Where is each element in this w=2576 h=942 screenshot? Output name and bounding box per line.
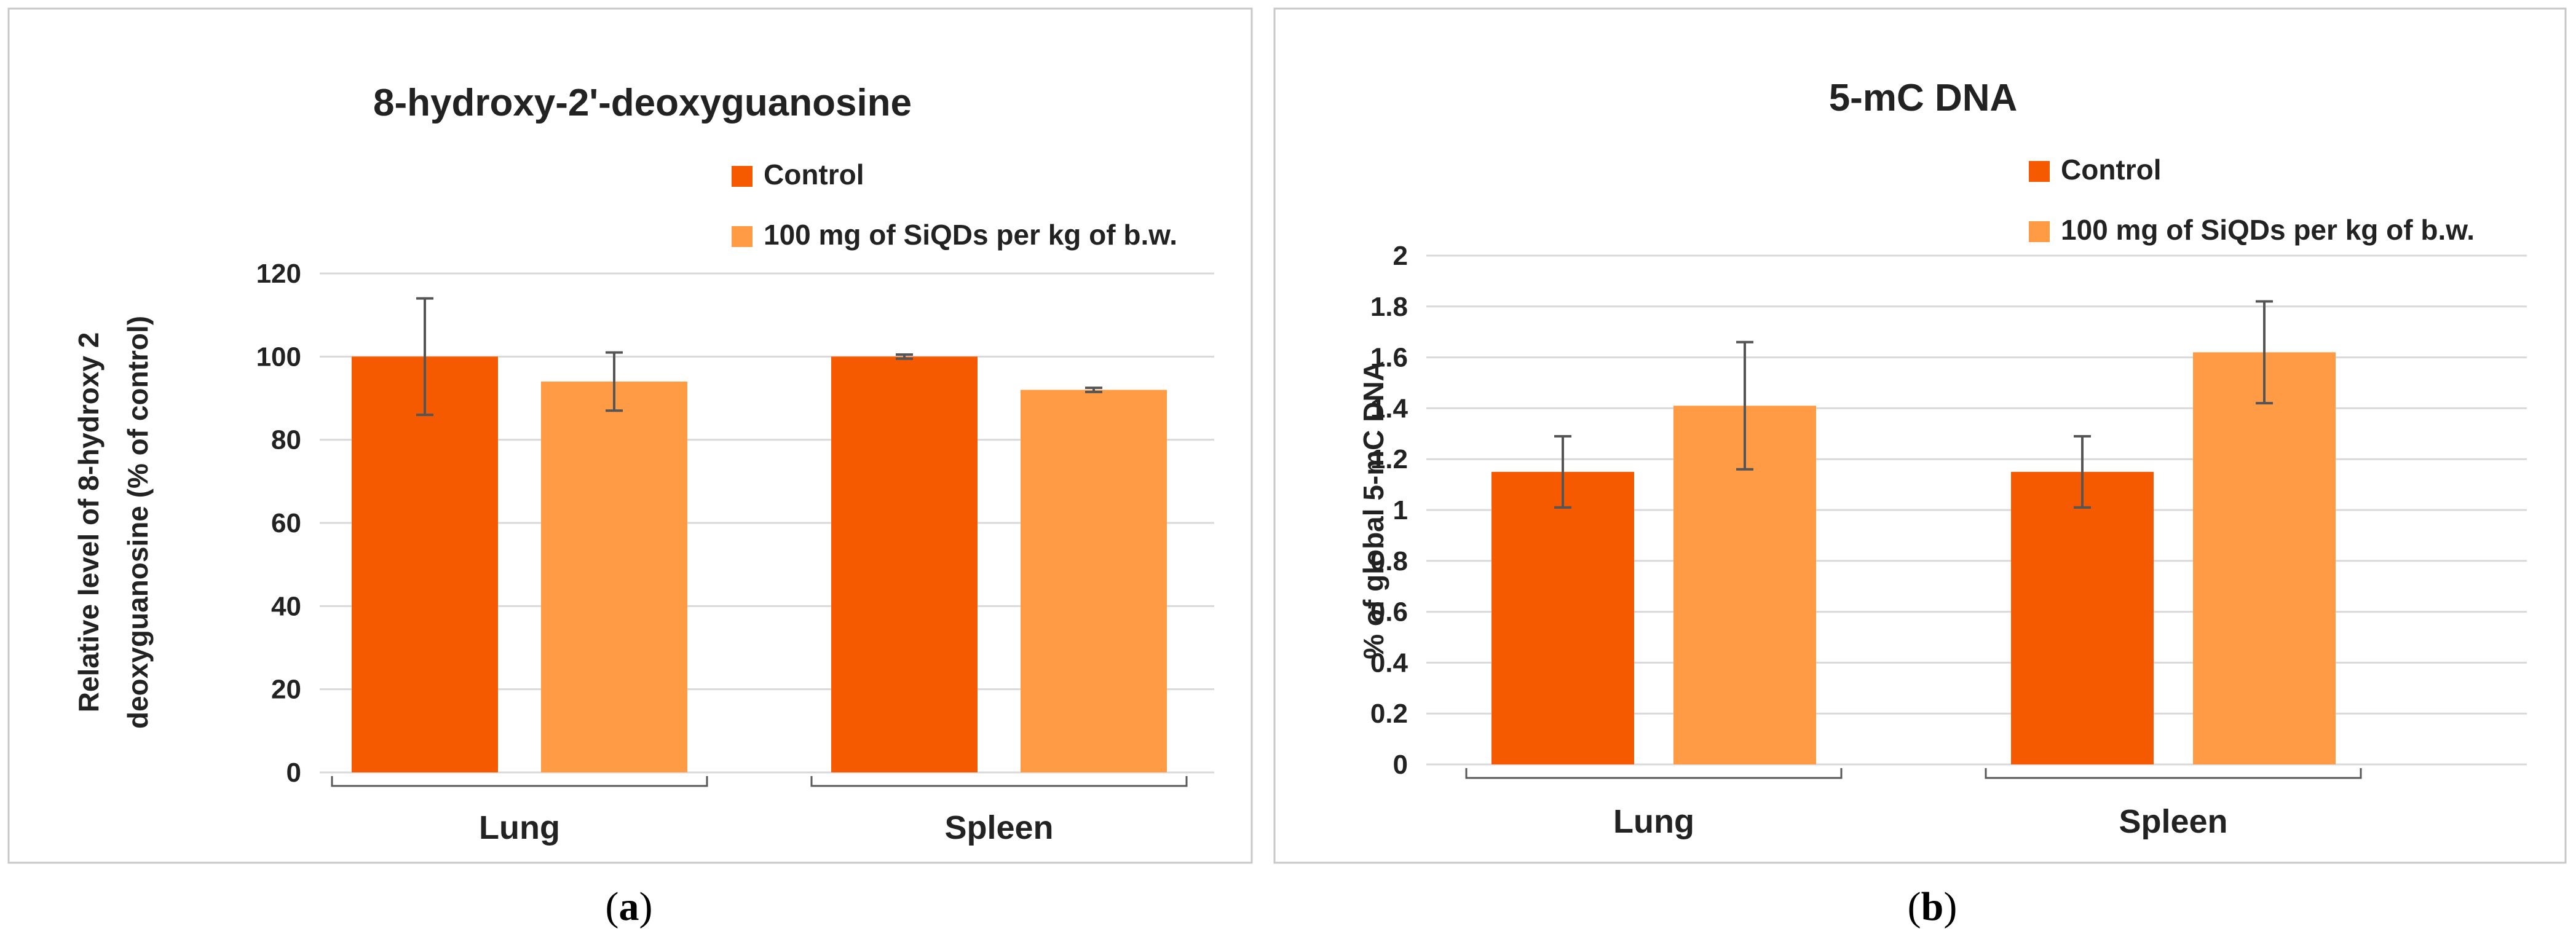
category-label: Lung [479,809,560,846]
y-tick-label: 1.4 [1370,393,1409,423]
y-tick-label: 120 [256,259,301,289]
y-tick-label: 60 [271,508,301,538]
y-tick-labels-b: 0 0.2 0.4 0.6 0.8 1 1.2 1.4 1.6 1.8 2 [1370,241,1409,780]
panel-caption-a: (a) [606,884,653,929]
y-axis-title-b: % of global 5-mC DNA [1357,361,1389,659]
bars-a [352,356,1167,772]
y-tick-label: 0.2 [1370,699,1408,729]
y-axis-title-a: Relative level of 8-hydroxy 2 deoxyguanos… [73,316,154,729]
bar-spleen-series-2 [1021,390,1167,772]
y-tick-label: 1.6 [1370,343,1408,373]
y-tick-label: 0.8 [1370,546,1408,576]
error-bars-b [1554,300,2273,509]
category-bracket [810,776,1188,787]
y-tick-label: 1.2 [1370,444,1408,474]
y-tick-label: 80 [271,425,301,455]
error-bars-a [416,297,1102,417]
chart-frame-b [1273,7,2567,864]
chart-title-a: 8-hydroxy-2'-deoxyguanosine [373,82,912,124]
y-axis-title-line-1: Relative level of 8-hydroxy 2 [73,332,105,713]
legend-swatch-1 [2029,161,2050,182]
y-axis-title-line-2: deoxyguanosine (% of control) [122,316,154,729]
category-axis-a: Lung Spleen [331,776,1188,846]
panel-caption-b: (b) [1908,884,1958,929]
y-tick-label: 0.6 [1370,597,1408,627]
y-tick-label: 1.8 [1370,292,1408,322]
y-tick-labels-a: 0 20 40 60 80 100 120 [256,259,301,788]
y-tick-label: 20 [271,675,301,705]
legend-swatch-1 [732,166,753,187]
bar-lung-series-1 [352,356,498,772]
bar-spleen-series-2 [2193,352,2336,764]
y-tick-label: 0 [1393,750,1408,780]
legend-label-2: 100 mg of SiQDs per kg of b.w. [764,219,1177,251]
y-tick-label: 40 [271,591,301,621]
y-tick-label: 100 [256,342,301,372]
y-tick-label: 1 [1393,495,1408,525]
category-label: Spleen [944,809,1053,846]
category-label: Spleen [2119,803,2227,840]
y-axis-title-line-1: % of global 5-mC DNA [1357,361,1389,659]
legend-swatch-2 [2029,221,2050,242]
chart-panel-a: 8-hydroxy-2'-deoxyguanosine Control 100 m… [7,7,1253,864]
y-tick-label: 0.4 [1370,648,1409,678]
legend-label-2: 100 mg of SiQDs per kg of b.w. [2061,214,2475,246]
bar-spleen-series-1 [831,356,978,772]
category-bracket [1465,768,1843,779]
category-bracket [1985,768,2362,779]
legend-label-1: Control [764,159,864,190]
chart-panel-b: 5-mC DNA Control 100 mg of SiQDs per kg o… [1273,7,2567,864]
legend-label-1: Control [2061,154,2162,186]
category-axis-b: Lung Spleen [1465,768,2362,840]
category-label: Lung [1613,803,1694,840]
bar-spleen-series-1 [2011,471,2154,764]
bar-lung-series-2 [541,381,687,772]
category-bracket [331,776,708,787]
legend-a: Control 100 mg of SiQDs per kg of b.w. [732,159,1177,251]
legend-b: Control 100 mg of SiQDs per kg of b.w. [2029,154,2475,246]
bar-lung-series-1 [1491,471,1634,764]
legend-swatch-2 [732,226,753,247]
chart-title-b: 5-mC DNA [1829,77,2018,119]
y-tick-label: 0 [286,758,301,788]
y-tick-label: 2 [1393,241,1408,271]
